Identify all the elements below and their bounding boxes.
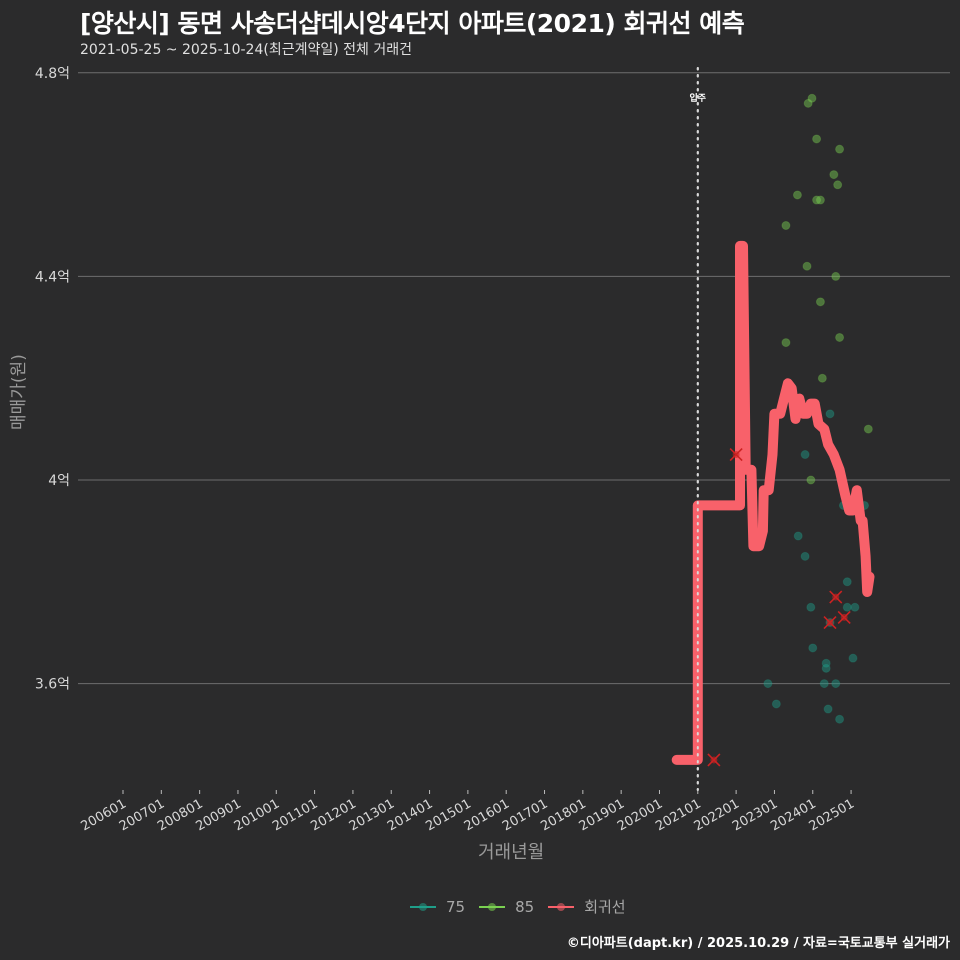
y-axis-ticks: 3.6억 4억 4.4억 4.8억 [35,66,70,693]
legend-label-75: 75 [446,897,466,916]
data-point [833,180,843,190]
outlier-x-icon [729,447,743,462]
data-point [835,332,845,342]
chart-title: [양산시] 동면 사송더샵데시앙4단지 아파트(2021) 회귀선 예측 [80,9,745,38]
data-point [848,653,858,663]
legend-item-regression: 회귀선 [548,896,626,917]
data-point [803,98,813,108]
data-point [781,338,791,348]
y-tick-label: 3.6억 [35,677,70,693]
data-point [829,170,839,180]
data-point [763,679,773,689]
outlier-x-icon [837,610,851,624]
data-point [823,704,833,714]
data-point [812,195,822,205]
outlier-markers [707,447,851,767]
data-point [808,643,818,653]
legend-item-85: 85 [479,898,534,916]
outlier-x-icon [823,615,837,630]
y-tick-label: 4억 [48,473,70,489]
regression-line [671,240,875,765]
legend: 75 85 회귀선 [410,896,630,917]
data-point [831,271,841,281]
data-point [842,577,852,587]
data-point [806,475,816,485]
data-point [825,409,835,419]
legend-label-regression: 회귀선 [584,898,626,916]
data-point [831,679,841,689]
outlier-x-icon [829,590,843,604]
data-point [821,658,831,668]
outlier-x-icon [707,753,721,767]
y-axis-label: 매매가(원) [9,354,29,430]
data-point [819,679,829,689]
data-point [821,663,831,673]
legend-key-regression-icon [548,901,575,913]
data-point [842,602,852,612]
data-point [806,602,816,612]
data-point [817,373,827,383]
gridlines [78,72,950,685]
legend-key-85-icon [479,901,506,913]
data-point [793,531,803,541]
data-point [781,221,791,230]
data-point [812,134,822,144]
legend-label-85: 85 [515,897,535,916]
chart-subtitle: 2021-05-25 ~ 2025-10-24(최근계약일) 전체 거래건 [80,42,412,58]
data-point [802,261,812,271]
data-point [815,297,825,307]
y-tick-label: 4.8억 [35,66,70,82]
data-point [835,714,845,724]
data-point [800,551,810,561]
x-axis-ticks: 2006012007012008012009012010012011012012… [79,790,857,834]
data-point [835,144,845,154]
regression-path [671,240,875,765]
x-axis-label: 거래년월 [478,842,545,863]
data-point [815,195,825,205]
data-point [863,424,873,434]
y-tick-label: 4.4억 [35,269,70,285]
data-point [807,93,817,103]
legend-key-75-icon [410,901,436,913]
data-point [792,190,802,200]
legend-item-75: 75 [410,898,465,916]
series-85-points [781,93,873,485]
footer-credit: ©디아파트(dapt.kr) / 2025.10.29 / 자료=국토교통부 실… [566,936,950,951]
series-75-points [763,409,869,724]
data-point [800,450,810,460]
data-point [850,602,860,612]
data-point [771,699,781,709]
